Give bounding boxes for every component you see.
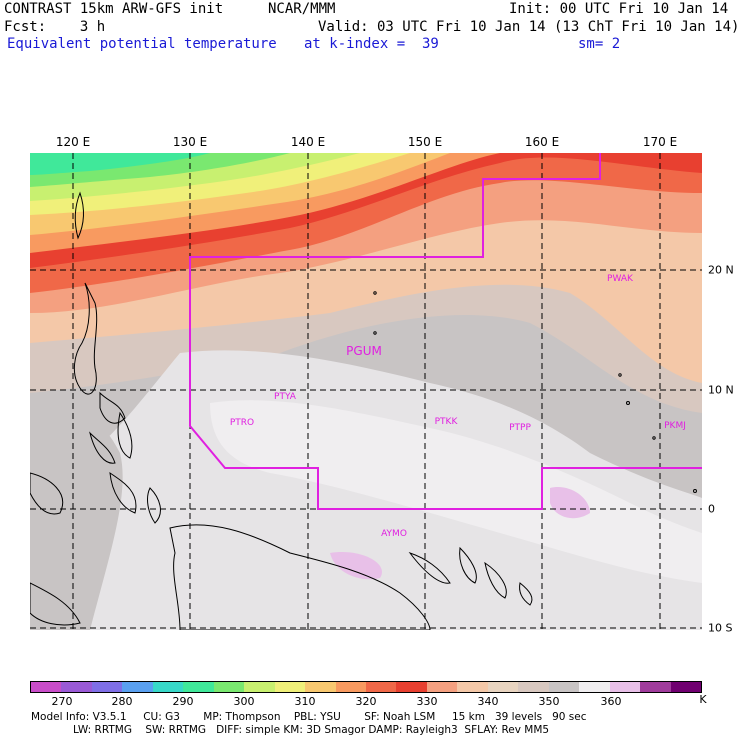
model-title: CONTRAST 15km ARW-GFS init [4, 1, 224, 17]
station-pwak: PWAK [607, 274, 633, 284]
colorbar-swatch-1 [61, 682, 92, 692]
colorbar-tick-330: 330 [416, 695, 438, 708]
lat-label-0: 0 [708, 502, 715, 516]
colorbar-swatch-4 [152, 682, 184, 692]
lon-label-120: 120 E [55, 135, 91, 149]
colorbar-swatch-21 [670, 682, 701, 692]
colorbar-tick-290: 290 [172, 695, 194, 708]
lon-label-150: 150 E [407, 135, 443, 149]
colorbar-swatch-17 [548, 682, 580, 692]
valid-time: Valid: 03 UTC Fri 10 Jan 14 (13 ChT Fri … [318, 19, 740, 35]
org-label: NCAR/MMM [268, 1, 336, 17]
lon-label-130: 130 E [172, 135, 208, 149]
colorbar-swatch-10 [335, 682, 366, 692]
colorbar-tick-270: 270 [51, 695, 73, 708]
colorbar-swatch-5 [183, 682, 214, 692]
colorbar-swatch-7 [244, 682, 275, 692]
lat-label-20n: 20 N [708, 263, 734, 277]
lon-label-160: 160 E [524, 135, 560, 149]
colorbar-swatch-11 [365, 682, 397, 692]
colorbar-swatch-19 [609, 682, 641, 692]
colorbar-swatch-9 [305, 682, 336, 692]
colorbar-swatch-18 [579, 682, 610, 692]
station-pgum: PGUM [346, 344, 382, 358]
station-pkmj: PKMJ [664, 421, 686, 431]
station-ptpp: PTPP [509, 423, 531, 433]
theta-e-field [30, 153, 702, 630]
colorbar-unit: K [699, 693, 707, 706]
lat-label-10n: 10 N [708, 383, 734, 397]
colorbar-swatch-3 [122, 682, 153, 692]
station-aymo: AYMO [381, 529, 407, 539]
station-ptro: PTRO [229, 418, 255, 428]
lon-label-170: 170 E [642, 135, 678, 149]
station-ptya: PTYA [274, 392, 296, 402]
colorbar-swatch-0 [31, 682, 62, 692]
colorbar-swatch-16 [518, 682, 549, 692]
colorbar-swatch-13 [426, 682, 458, 692]
forecast-hour: Fcst: 3 h [4, 19, 106, 35]
colorbar-swatch-12 [396, 682, 427, 692]
lon-label-140: 140 E [290, 135, 326, 149]
model-info-line2: LW: RRTMG SW: RRTMG DIFF: simple KM: 3D … [73, 724, 550, 736]
colorbar-tick-320: 320 [355, 695, 377, 708]
colorbar-tick-300: 300 [233, 695, 255, 708]
colorbar-swatch-8 [274, 682, 306, 692]
colorbar-tick-360: 360 [600, 695, 622, 708]
colorbar-tick-350: 350 [538, 695, 560, 708]
field-name: Equivalent potential temperature [7, 36, 277, 52]
level-label: at k-index = 39 [304, 36, 439, 52]
model-info-line1: Model Info: V3.5.1 CU: G3 MP: Thompson P… [31, 711, 587, 723]
colorbar-swatch-20 [640, 682, 671, 692]
colorbar-tick-280: 280 [111, 695, 133, 708]
station-ptkk: PTKK [434, 417, 458, 427]
init-time: Init: 00 UTC Fri 10 Jan 14 [509, 1, 729, 17]
colorbar-swatch-14 [457, 682, 488, 692]
smoothing-label: sm= 2 [578, 36, 621, 52]
colorbar-swatch-15 [487, 682, 519, 692]
colorbar-tick-310: 310 [294, 695, 316, 708]
lat-label-10s: 10 S [708, 621, 733, 635]
colorbar [30, 681, 702, 693]
colorbar-swatch-2 [91, 682, 123, 692]
colorbar-tick-340: 340 [477, 695, 499, 708]
colorbar-swatch-6 [213, 682, 245, 692]
map-panel[interactable] [30, 153, 702, 630]
